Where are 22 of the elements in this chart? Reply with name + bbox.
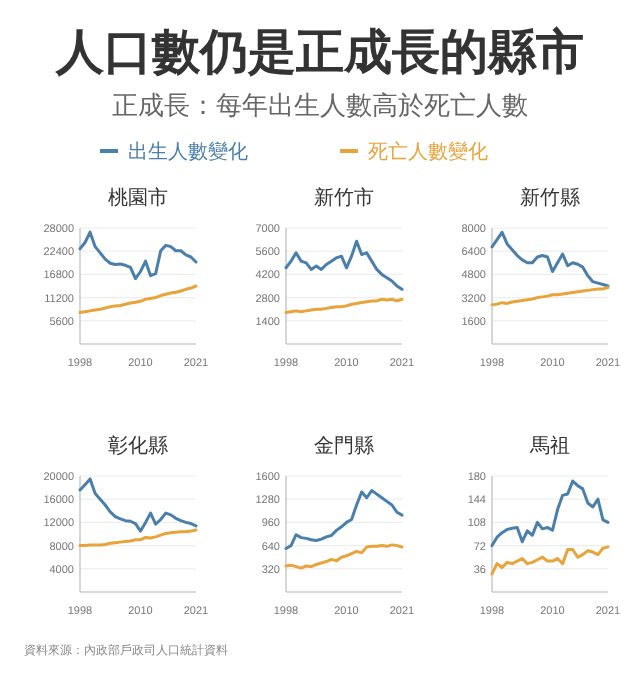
line-series	[284, 297, 404, 315]
line-series	[490, 545, 610, 576]
chart-title: 彰化縣	[108, 434, 168, 458]
chart-title: 新竹縣	[520, 186, 580, 210]
chart-title: 金門縣	[314, 434, 374, 458]
text: 正成長：每年出生人數高於死亡人數	[112, 90, 528, 120]
line-series	[284, 543, 404, 570]
line-series	[78, 477, 198, 533]
line-series	[78, 528, 198, 548]
line-series	[284, 239, 404, 291]
legend-label: 出生人數變化	[128, 140, 248, 164]
line-series	[490, 285, 610, 307]
line-series	[490, 230, 610, 288]
legend-label: 死亡人數變化	[368, 140, 488, 164]
chart-title: 新竹市	[314, 186, 374, 210]
chart-title: 馬祖	[528, 434, 570, 458]
line-series	[490, 479, 610, 548]
text: 人口數仍是正成長的縣市	[54, 26, 584, 80]
line-series	[78, 284, 198, 315]
chart-title: 桃園市	[108, 186, 168, 210]
line-series	[78, 230, 198, 281]
line-series	[284, 489, 404, 550]
